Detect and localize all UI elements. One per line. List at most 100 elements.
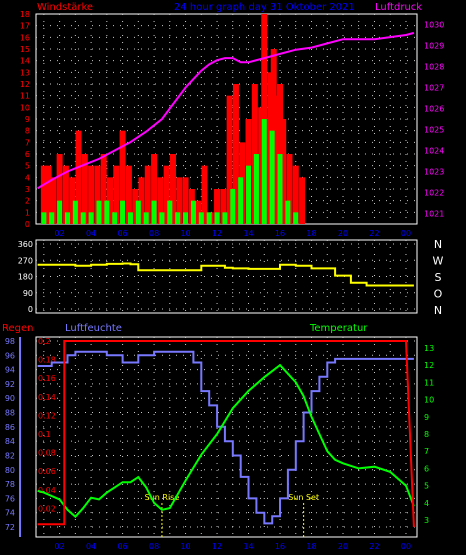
humidity-axis-title: Luftfeuchte bbox=[65, 323, 122, 334]
sun-annotation-label: Sun Rise bbox=[145, 493, 180, 502]
wind-direction-grid bbox=[36, 240, 417, 313]
hour-tick-label: 12 bbox=[212, 229, 222, 238]
rain-tick-label: 0.08 bbox=[38, 449, 56, 458]
wind-average-bar bbox=[88, 212, 94, 224]
temperature-tick-label: 13 bbox=[424, 344, 434, 353]
rain-tick-label: 0.12 bbox=[38, 411, 56, 420]
wind-tick-label: 5 bbox=[25, 162, 30, 171]
wind-average-bar bbox=[253, 154, 259, 224]
wind-gust-bar bbox=[286, 154, 293, 224]
wind-tick-label: 3 bbox=[25, 185, 30, 194]
wind-average-bars bbox=[41, 119, 299, 224]
temperature-tick-label: 10 bbox=[424, 396, 434, 405]
rain-tick-label: 0.18 bbox=[38, 356, 56, 365]
wind-gust-bar bbox=[157, 177, 164, 224]
wind-average-bar bbox=[261, 119, 267, 224]
pressure-tick-label: 1029 bbox=[424, 42, 444, 51]
hour-tick-label: 14 bbox=[243, 229, 253, 238]
wind-gust-bar bbox=[40, 165, 47, 224]
wind-direction-frame bbox=[35, 239, 418, 314]
wind-average-bar bbox=[159, 212, 165, 224]
hour-tick-label: 10 bbox=[180, 542, 190, 551]
wind-gust-bar bbox=[280, 119, 287, 224]
hour-tick-label: 04 bbox=[86, 542, 96, 551]
wind-gust-bar bbox=[232, 84, 239, 224]
wind-gust-bar bbox=[169, 154, 176, 224]
wind-gust-bar bbox=[100, 154, 107, 224]
wind-tick-label: 16 bbox=[20, 33, 30, 42]
wind-tick-label: 10 bbox=[20, 103, 30, 112]
hour-tick-label: 12 bbox=[212, 542, 222, 551]
wind-x-axis-ticks: 02 04 06 08 10 12 14 16 18 20 22 00 bbox=[55, 229, 412, 238]
wind-average-bar bbox=[120, 200, 126, 224]
hour-tick-label: 08 bbox=[149, 542, 159, 551]
direction-series bbox=[37, 262, 414, 287]
wind-gust-bar bbox=[176, 177, 183, 224]
rain-tick-label: 0.2 bbox=[38, 337, 51, 346]
hour-tick-label: 10 bbox=[180, 229, 190, 238]
pressure-tick-label: 1025 bbox=[424, 126, 444, 135]
wind-gust-bar bbox=[106, 177, 113, 224]
humidity-tick-label: 86 bbox=[5, 423, 15, 432]
wind-average-bar bbox=[269, 130, 275, 224]
rain-humidity-temperature-panel: 0.02 0.04 0.06 0.08 0.1 0.12 0.14 0.16 0.18 0.2 7… bbox=[5, 336, 434, 551]
wind-gust-bar bbox=[69, 177, 76, 224]
hour-tick-label: 06 bbox=[117, 542, 127, 551]
temperature-tick-label: 7 bbox=[424, 447, 429, 456]
wind-average-bar bbox=[112, 212, 118, 224]
wind-gust-bar bbox=[119, 130, 126, 224]
wind-gust-bar bbox=[201, 165, 208, 224]
humidity-series bbox=[37, 350, 414, 525]
wind-average-bar bbox=[57, 200, 63, 224]
wind-average-bar bbox=[80, 212, 86, 224]
hour-tick-label: 22 bbox=[369, 229, 379, 238]
direction-axis-ticks: 0 90 180 270 360 bbox=[18, 240, 33, 314]
direction-tick-label: 360 bbox=[18, 240, 33, 249]
wind-tick-label: 11 bbox=[20, 92, 30, 101]
wind-average-bar bbox=[183, 212, 189, 224]
hour-tick-label: 02 bbox=[55, 229, 65, 238]
pressure-line bbox=[37, 31, 415, 190]
wind-gust-bar bbox=[226, 95, 233, 225]
humidity-tick-label: 94 bbox=[5, 366, 15, 375]
rain-tick-label: 0.14 bbox=[38, 393, 56, 402]
wind-average-bar bbox=[72, 200, 78, 224]
wind-gust-bar bbox=[94, 165, 101, 224]
wind-average-bar bbox=[238, 177, 244, 224]
wind-gust-bar bbox=[264, 119, 271, 224]
wind-average-bar bbox=[41, 212, 47, 224]
humidity-tick-label: 96 bbox=[5, 351, 15, 360]
hour-tick-label: 20 bbox=[338, 542, 348, 551]
wind-average-bar bbox=[151, 200, 157, 224]
wind-tick-label: 6 bbox=[25, 150, 30, 159]
wind-average-bar bbox=[49, 212, 55, 224]
pressure-tick-label: 1028 bbox=[424, 63, 444, 72]
wind-average-bar bbox=[143, 212, 149, 224]
pressure-axis-ticks: 1021 1022 1023 1024 1025 1026 1027 1028 1029 1030 bbox=[424, 21, 444, 219]
wind-tick-label: 4 bbox=[25, 173, 30, 182]
wind-average-bar bbox=[175, 212, 181, 224]
temperature-axis-ticks: 3 4 5 6 7 8 9 10 11 12 13 bbox=[424, 344, 434, 525]
climate-grid bbox=[36, 337, 417, 537]
hour-tick-label: 02 bbox=[55, 542, 65, 551]
wind-average-bar bbox=[64, 212, 70, 224]
wind-average-bar bbox=[222, 212, 228, 224]
wind-average-bar bbox=[293, 212, 299, 224]
rain-line bbox=[37, 340, 415, 528]
hour-tick-label: 18 bbox=[306, 229, 316, 238]
temperature-tick-label: 12 bbox=[424, 361, 434, 370]
pressure-tick-label: 1021 bbox=[424, 210, 444, 219]
wind-direction-line bbox=[37, 262, 414, 287]
temperature-line bbox=[37, 363, 415, 519]
wind-gust-bar bbox=[81, 154, 88, 224]
wind-gust-bar bbox=[220, 189, 227, 224]
pressure-tick-label: 1027 bbox=[424, 84, 444, 93]
wind-gust-bar bbox=[273, 95, 280, 225]
hour-tick-label: 18 bbox=[306, 542, 316, 551]
hour-tick-label: 16 bbox=[275, 542, 285, 551]
humidity-tick-label: 84 bbox=[5, 437, 15, 446]
wind-gust-bar bbox=[182, 177, 189, 224]
compass-letter: O bbox=[434, 288, 443, 301]
rain-series bbox=[37, 340, 415, 528]
